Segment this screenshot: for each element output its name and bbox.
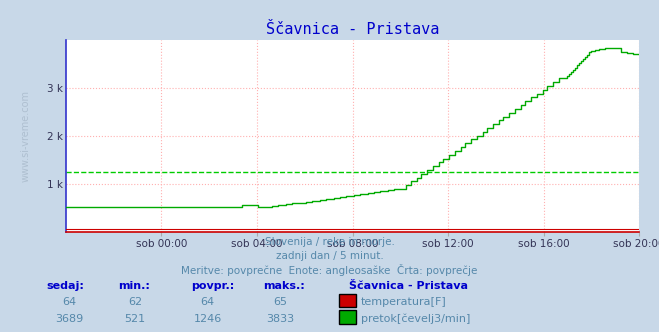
Text: 521: 521 <box>125 314 146 324</box>
Text: 62: 62 <box>128 297 142 307</box>
Text: min.:: min.: <box>119 281 150 290</box>
Text: sedaj:: sedaj: <box>46 281 84 290</box>
Text: 65: 65 <box>273 297 287 307</box>
Text: Ščavnica - Pristava: Ščavnica - Pristava <box>349 281 469 290</box>
Text: 64: 64 <box>62 297 76 307</box>
Text: www.si-vreme.com: www.si-vreme.com <box>21 90 31 182</box>
Text: maks.:: maks.: <box>264 281 305 290</box>
Title: Ščavnica - Pristava: Ščavnica - Pristava <box>266 22 440 37</box>
Text: Meritve: povprečne  Enote: angleosaške  Črta: povprečje: Meritve: povprečne Enote: angleosaške Čr… <box>181 264 478 276</box>
Text: temperatura[F]: temperatura[F] <box>361 297 447 307</box>
Text: Slovenija / reke in morje.: Slovenija / reke in morje. <box>264 237 395 247</box>
Text: 64: 64 <box>200 297 215 307</box>
Text: povpr.:: povpr.: <box>191 281 235 290</box>
Text: 3689: 3689 <box>55 314 83 324</box>
Text: zadnji dan / 5 minut.: zadnji dan / 5 minut. <box>275 251 384 261</box>
Text: 3833: 3833 <box>266 314 294 324</box>
Text: 1246: 1246 <box>194 314 221 324</box>
Text: pretok[čevelj3/min]: pretok[čevelj3/min] <box>361 314 471 324</box>
